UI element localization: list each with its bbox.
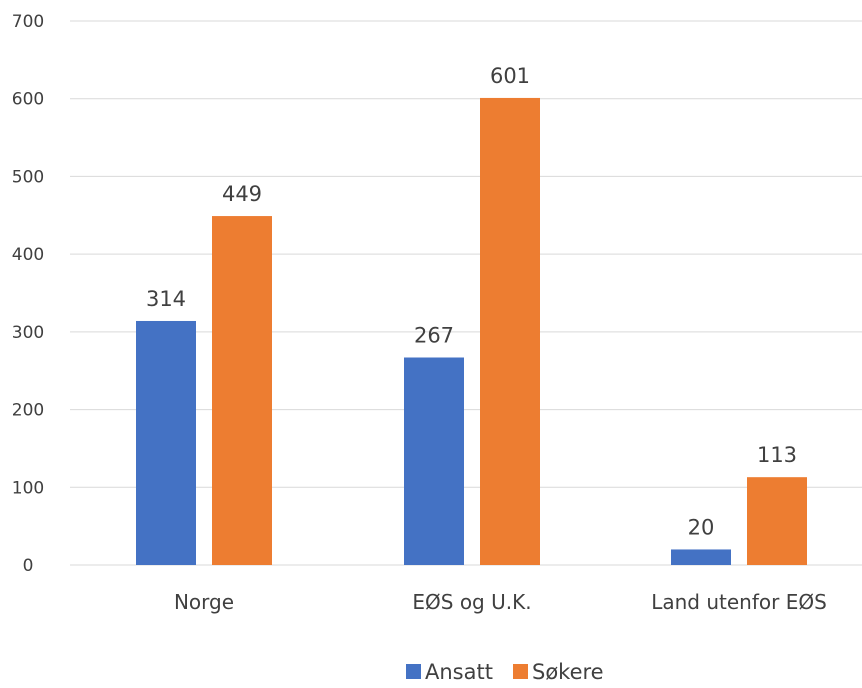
y-axis-tick-labels: 0 100 200 300 400 500 600 700 <box>12 12 44 576</box>
legend-swatch-søkere <box>513 664 528 679</box>
data-labels: 314 449 267 601 20 113 <box>146 64 797 540</box>
x-category-label: Norge <box>174 590 234 614</box>
legend-label: Søkere <box>532 660 604 684</box>
y-tick-label: 400 <box>12 245 44 265</box>
y-tick-label: 600 <box>12 90 44 110</box>
data-label: 449 <box>222 182 262 206</box>
data-label: 314 <box>146 287 186 311</box>
bar-ansatt-0 <box>136 320 196 565</box>
x-category-label: EØS og U.K. <box>412 590 531 614</box>
gridlines <box>70 20 862 566</box>
x-axis-category-labels: Norge EØS og U.K. Land utenfor EØS <box>174 590 827 614</box>
y-tick-label: 200 <box>12 401 44 421</box>
x-category-label: Land utenfor EØS <box>651 590 827 614</box>
y-tick-label: 0 <box>23 556 34 576</box>
bar-søkere-1 <box>480 97 540 566</box>
bar-ansatt-2 <box>671 549 731 565</box>
data-label: 113 <box>757 443 797 467</box>
y-tick-label: 700 <box>12 12 44 32</box>
data-label: 267 <box>414 324 454 348</box>
data-label: 20 <box>688 515 715 539</box>
bar-søkere-0 <box>212 216 272 565</box>
bars <box>136 97 807 566</box>
legend: Ansatt Søkere <box>406 660 604 684</box>
y-tick-label: 100 <box>12 478 44 498</box>
legend-swatch-ansatt <box>406 664 421 679</box>
bar-ansatt-1 <box>404 357 464 565</box>
y-tick-label: 500 <box>12 167 44 187</box>
data-label: 601 <box>490 64 530 88</box>
legend-label: Ansatt <box>425 660 493 684</box>
y-tick-label: 300 <box>12 323 44 343</box>
bar-søkere-2 <box>747 477 807 565</box>
